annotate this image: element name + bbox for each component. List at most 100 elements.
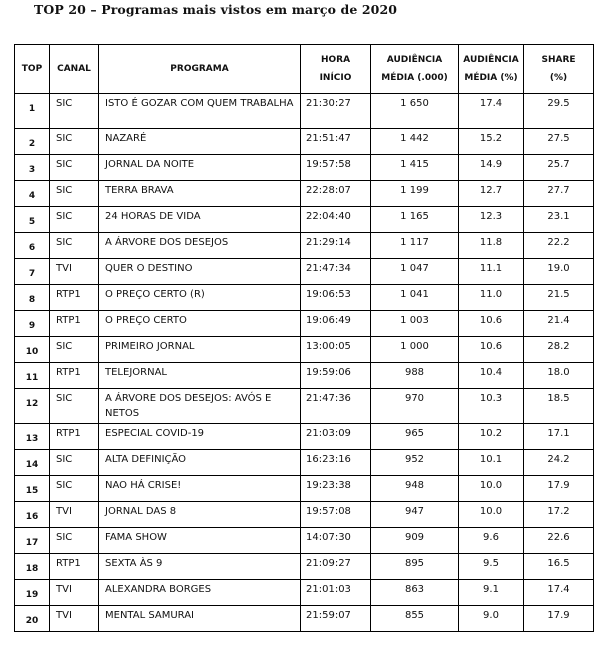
audience-thousands-cell: 1 041 [370, 284, 459, 311]
rank-cell: 2 [14, 128, 50, 155]
program-cell: NAO HÁ CRISE! [98, 475, 301, 502]
header-programa: PROGRAMA [98, 44, 301, 94]
share-cell: 27.7 [523, 180, 594, 207]
program-cell: SEXTA ÀS 9 [98, 553, 301, 580]
channel-cell: SIC [49, 154, 99, 181]
share-cell: 22.2 [523, 232, 594, 259]
program-cell: QUER O DESTINO [98, 258, 301, 285]
program-cell: JORNAL DA NOITE [98, 154, 301, 181]
program-cell: A ÁRVORE DOS DESEJOS [98, 232, 301, 259]
header-audiencia-media: AUDIÊNCIA MÉDIA (.000) [370, 44, 459, 94]
audience-thousands-cell: 1 415 [370, 154, 459, 181]
share-cell: 17.9 [523, 605, 594, 632]
channel-cell: SIC [49, 527, 99, 554]
table-body: 1 SIC ISTO É GOZAR COM QUEM TRABALHA 21:30:… [14, 93, 594, 632]
share-cell: 17.9 [523, 475, 594, 502]
audience-thousands-cell: 1 117 [370, 232, 459, 259]
program-cell: FAMA SHOW [98, 527, 301, 554]
rank-cell: 16 [14, 501, 50, 528]
start-time-cell: 19:59:06 [300, 362, 371, 389]
audience-thousands-cell: 1 047 [370, 258, 459, 285]
audience-percent-cell: 9.6 [458, 527, 524, 554]
table-row: 4 SIC TERRA BRAVA 22:28:07 1 199 12.7 27.7 [14, 180, 594, 207]
ranking-table: TOP CANAL PROGRAMA HORA INÍCIO AUDIÊNCIA… [14, 44, 594, 632]
audience-percent-cell: 10.0 [458, 501, 524, 528]
table-row: 17 SIC FAMA SHOW 14:07:30 909 9.6 22.6 [14, 527, 594, 554]
table-row: 14 SIC ALTA DEFINIÇÃO 16:23:16 952 10.1 24.2 [14, 449, 594, 476]
audience-percent-cell: 10.6 [458, 336, 524, 363]
start-time-cell: 19:57:58 [300, 154, 371, 181]
audience-thousands-cell: 952 [370, 449, 459, 476]
header-canal: CANAL [49, 44, 99, 94]
share-cell: 21.5 [523, 284, 594, 311]
program-cell: 24 HORAS DE VIDA [98, 206, 301, 233]
rank-cell: 17 [14, 527, 50, 554]
share-cell: 22.6 [523, 527, 594, 554]
share-cell: 29.5 [523, 93, 594, 129]
page-title: TOP 20 – Programas mais vistos em março … [34, 2, 398, 17]
start-time-cell: 21:01:03 [300, 579, 371, 606]
audience-thousands-cell: 988 [370, 362, 459, 389]
table-row: 18 RTP1 SEXTA ÀS 9 21:09:27 895 9.5 16.5 [14, 553, 594, 580]
channel-cell: SIC [49, 388, 99, 424]
start-time-cell: 21:51:47 [300, 128, 371, 155]
rank-cell: 9 [14, 310, 50, 337]
table-row: 16 TVI JORNAL DAS 8 19:57:08 947 10.0 17.2 [14, 501, 594, 528]
start-time-cell: 21:59:07 [300, 605, 371, 632]
channel-cell: RTP1 [49, 310, 99, 337]
channel-cell: RTP1 [49, 284, 99, 311]
program-cell: ESPECIAL COVID-19 [98, 423, 301, 450]
program-cell: JORNAL DAS 8 [98, 501, 301, 528]
channel-cell: TVI [49, 579, 99, 606]
table-header: TOP CANAL PROGRAMA HORA INÍCIO AUDIÊNCIA… [14, 44, 594, 94]
audience-thousands-cell: 1 650 [370, 93, 459, 129]
start-time-cell: 13:00:05 [300, 336, 371, 363]
start-time-cell: 16:23:16 [300, 449, 371, 476]
program-cell: ISTO É GOZAR COM QUEM TRABALHA [98, 93, 301, 129]
program-cell: O PREÇO CERTO (R) [98, 284, 301, 311]
channel-cell: SIC [49, 449, 99, 476]
audience-thousands-cell: 1 003 [370, 310, 459, 337]
table-row: 20 TVI MENTAL SAMURAI 21:59:07 855 9.0 17.9 [14, 605, 594, 632]
header-hora: HORA INÍCIO [300, 44, 371, 94]
table-row: 5 SIC 24 HORAS DE VIDA 22:04:40 1 165 12.3 23.… [14, 206, 594, 233]
program-cell: A ÁRVORE DOS DESEJOS: AVÓS E NETOS [98, 388, 301, 424]
rank-cell: 8 [14, 284, 50, 311]
header-audiencia-media-line1: AUDIÊNCIA [386, 55, 443, 65]
audience-thousands-cell: 855 [370, 605, 459, 632]
header-share: SHARE (%) [523, 44, 594, 94]
header-hora-line1: HORA [320, 55, 351, 65]
program-cell: ALTA DEFINIÇÃO [98, 449, 301, 476]
channel-cell: RTP1 [49, 362, 99, 389]
header-hora-line2: INÍCIO [319, 73, 352, 83]
channel-cell: SIC [49, 206, 99, 233]
audience-percent-cell: 10.4 [458, 362, 524, 389]
table-row: 7 TVI QUER O DESTINO 21:47:34 1 047 11.1 19.0 [14, 258, 594, 285]
header-audiencia-pct-line2: MÉDIA (%) [464, 73, 518, 83]
audience-thousands-cell: 1 000 [370, 336, 459, 363]
audience-thousands-cell: 948 [370, 475, 459, 502]
channel-cell: SIC [49, 180, 99, 207]
start-time-cell: 21:30:27 [300, 93, 371, 129]
table-row: 9 RTP1 O PREÇO CERTO 19:06:49 1 003 10.6 21.4 [14, 310, 594, 337]
channel-cell: TVI [49, 258, 99, 285]
audience-percent-cell: 15.2 [458, 128, 524, 155]
channel-cell: SIC [49, 475, 99, 502]
share-cell: 17.4 [523, 579, 594, 606]
program-cell: PRIMEIRO JORNAL [98, 336, 301, 363]
header-share-line2: (%) [549, 73, 568, 83]
start-time-cell: 19:06:49 [300, 310, 371, 337]
header-audiencia-pct: AUDIÊNCIA MÉDIA (%) [458, 44, 524, 94]
audience-percent-cell: 10.3 [458, 388, 524, 424]
channel-cell: RTP1 [49, 423, 99, 450]
audience-thousands-cell: 909 [370, 527, 459, 554]
header-row: TOP CANAL PROGRAMA HORA INÍCIO AUDIÊNCIA… [14, 44, 594, 94]
table-row: 11 RTP1 TELEJORNAL 19:59:06 988 10.4 18.0 [14, 362, 594, 389]
header-share-line1: SHARE [541, 55, 576, 65]
rank-cell: 7 [14, 258, 50, 285]
share-cell: 27.5 [523, 128, 594, 155]
start-time-cell: 21:47:36 [300, 388, 371, 424]
audience-thousands-cell: 863 [370, 579, 459, 606]
table-row: 8 RTP1 O PREÇO CERTO (R) 19:06:53 1 041 11.0 2… [14, 284, 594, 311]
share-cell: 17.1 [523, 423, 594, 450]
